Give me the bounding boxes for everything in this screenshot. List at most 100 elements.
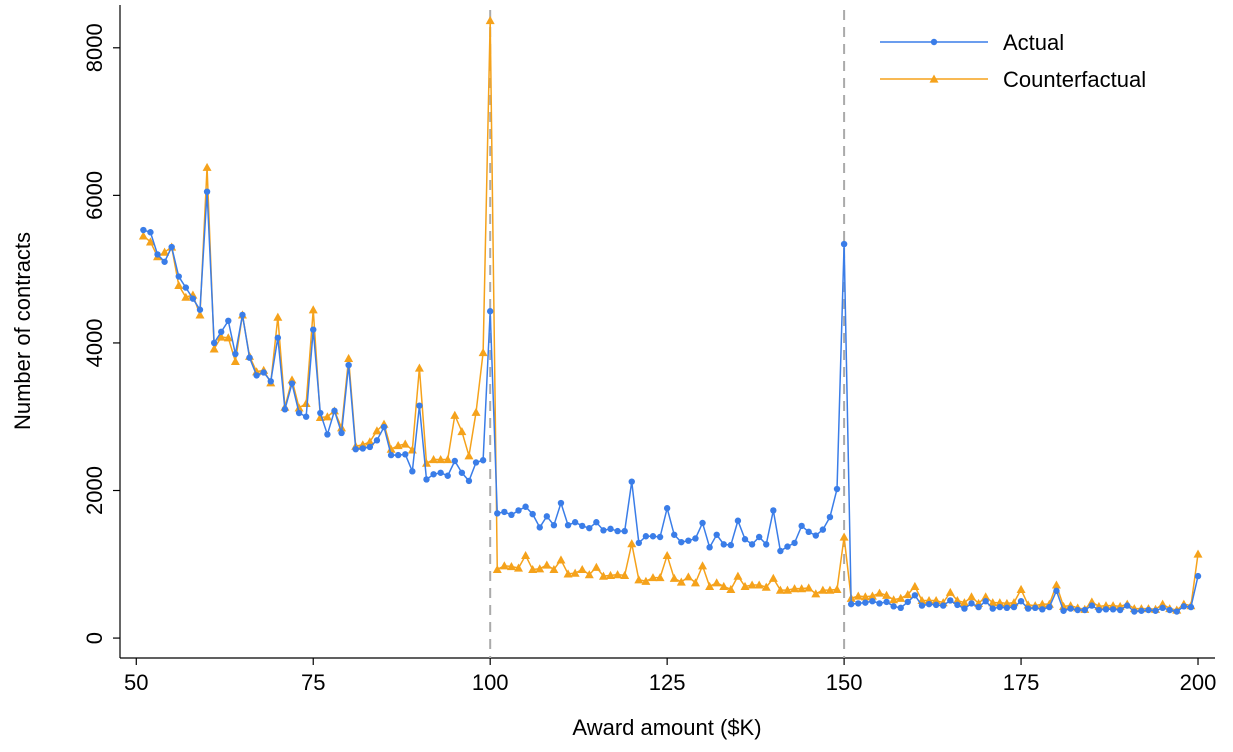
marker bbox=[1187, 603, 1195, 611]
marker bbox=[492, 564, 502, 574]
marker bbox=[444, 472, 451, 479]
marker bbox=[352, 445, 359, 453]
x-tick-label: 200 bbox=[1180, 670, 1217, 695]
marker bbox=[671, 531, 678, 538]
marker bbox=[479, 457, 487, 464]
marker bbox=[209, 344, 219, 353]
marker bbox=[989, 605, 996, 612]
marker bbox=[959, 598, 969, 607]
marker bbox=[847, 600, 855, 608]
marker bbox=[161, 258, 168, 265]
marker bbox=[606, 570, 616, 579]
marker bbox=[635, 539, 643, 547]
marker bbox=[260, 369, 267, 376]
marker bbox=[317, 409, 324, 417]
marker bbox=[840, 240, 848, 248]
marker bbox=[584, 570, 594, 579]
marker bbox=[890, 603, 897, 610]
marker bbox=[876, 600, 883, 607]
marker bbox=[409, 468, 416, 475]
marker bbox=[1037, 599, 1047, 608]
marker bbox=[805, 528, 812, 536]
marker bbox=[1166, 606, 1173, 614]
marker bbox=[770, 507, 777, 514]
marker bbox=[818, 585, 828, 594]
marker bbox=[1131, 608, 1138, 615]
marker bbox=[577, 564, 587, 574]
marker bbox=[294, 403, 304, 412]
marker bbox=[373, 437, 381, 444]
marker bbox=[515, 507, 522, 514]
marker bbox=[1039, 606, 1046, 613]
marker bbox=[210, 339, 218, 347]
marker bbox=[811, 589, 821, 598]
marker bbox=[713, 531, 720, 538]
marker bbox=[1024, 605, 1032, 612]
marker bbox=[627, 539, 637, 548]
marker bbox=[741, 536, 749, 543]
marker bbox=[416, 402, 423, 409]
marker bbox=[988, 598, 998, 607]
marker bbox=[549, 564, 559, 574]
marker bbox=[791, 539, 798, 547]
marker bbox=[1046, 603, 1053, 611]
x-tick-label: 175 bbox=[1003, 670, 1040, 695]
marker bbox=[1194, 572, 1202, 580]
marker bbox=[832, 584, 842, 593]
marker bbox=[867, 591, 877, 600]
marker bbox=[607, 525, 614, 533]
marker bbox=[775, 585, 785, 594]
marker bbox=[535, 564, 545, 573]
marker bbox=[614, 527, 621, 535]
marker bbox=[628, 478, 635, 485]
marker bbox=[557, 499, 565, 507]
marker bbox=[1053, 587, 1060, 595]
marker bbox=[981, 592, 991, 601]
marker bbox=[302, 413, 310, 420]
marker bbox=[1067, 605, 1074, 612]
marker bbox=[471, 407, 481, 416]
marker bbox=[570, 568, 580, 577]
marker bbox=[897, 604, 904, 612]
marker bbox=[138, 231, 148, 240]
marker bbox=[457, 426, 467, 436]
marker bbox=[436, 455, 446, 464]
marker bbox=[423, 476, 430, 483]
marker bbox=[160, 247, 170, 256]
marker bbox=[508, 511, 515, 519]
marker bbox=[904, 598, 912, 606]
marker bbox=[593, 519, 600, 526]
marker bbox=[246, 354, 253, 361]
marker bbox=[662, 550, 672, 560]
x-tick-label: 75 bbox=[301, 670, 325, 695]
legend-label: Actual bbox=[1003, 30, 1064, 55]
x-tick-label: 125 bbox=[649, 670, 686, 695]
marker bbox=[968, 600, 975, 607]
marker bbox=[400, 439, 410, 448]
marker bbox=[855, 600, 862, 607]
marker bbox=[464, 451, 474, 460]
marker bbox=[189, 295, 197, 302]
marker bbox=[903, 590, 913, 599]
marker bbox=[478, 348, 488, 357]
marker bbox=[676, 577, 686, 586]
marker bbox=[421, 458, 431, 467]
marker bbox=[777, 547, 784, 555]
marker bbox=[366, 443, 374, 451]
marker bbox=[600, 527, 607, 534]
marker bbox=[734, 517, 742, 524]
marker bbox=[726, 584, 736, 593]
marker bbox=[698, 561, 708, 570]
marker bbox=[798, 522, 805, 530]
marker bbox=[692, 535, 699, 542]
marker bbox=[182, 284, 190, 291]
marker bbox=[961, 605, 968, 612]
marker bbox=[322, 412, 332, 421]
marker bbox=[939, 602, 947, 609]
marker bbox=[699, 519, 706, 527]
marker bbox=[761, 582, 771, 591]
marker bbox=[202, 162, 212, 171]
legend-label: Counterfactual bbox=[1003, 67, 1146, 92]
marker bbox=[945, 587, 955, 596]
marker bbox=[747, 580, 757, 589]
